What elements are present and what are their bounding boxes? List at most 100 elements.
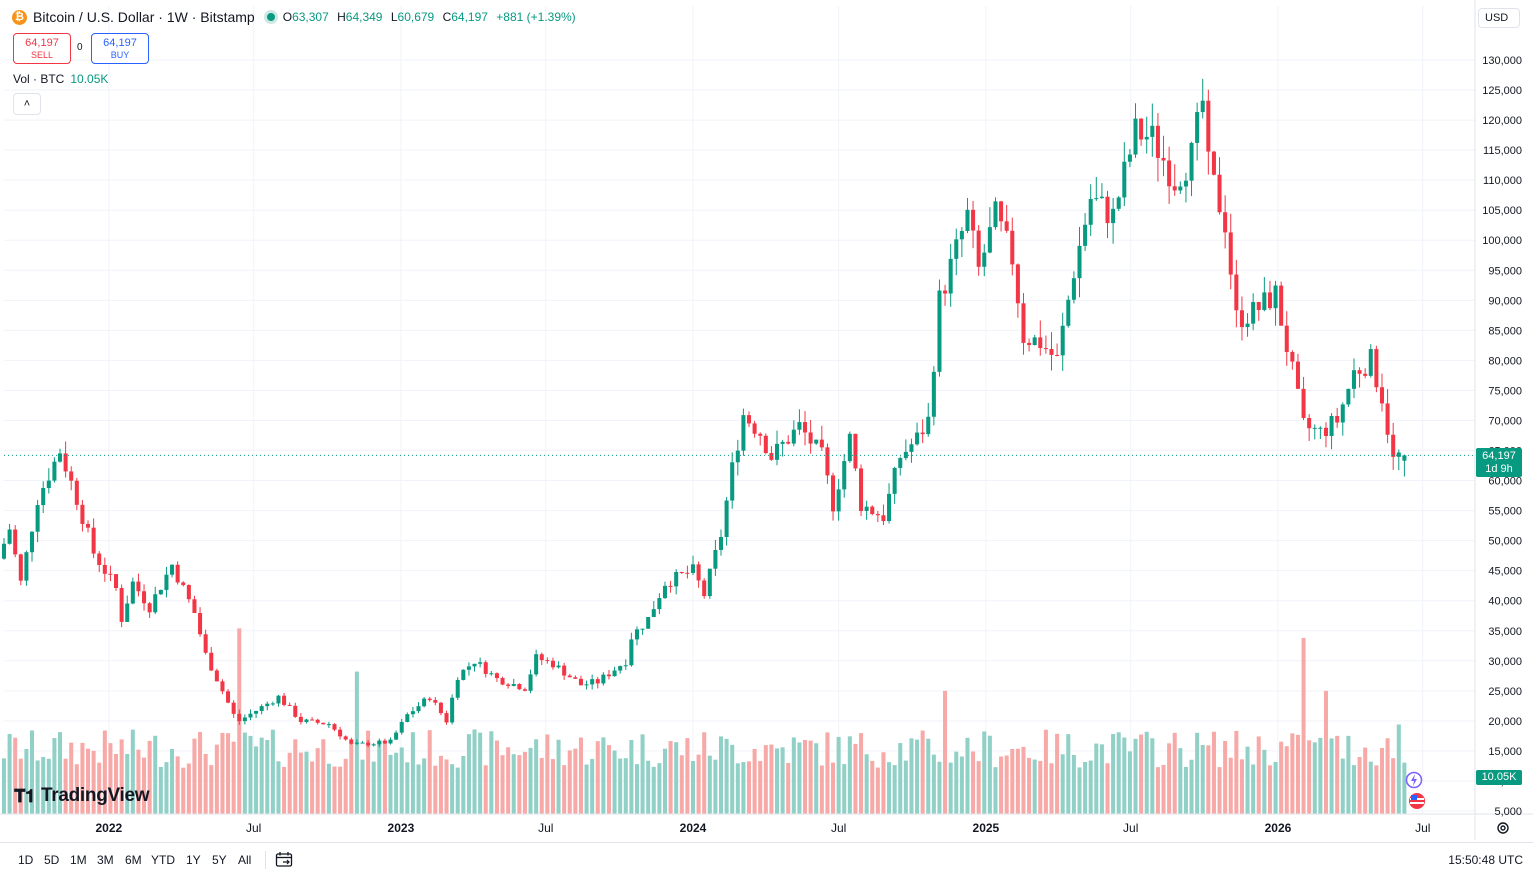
bolt-badge-icon[interactable]	[1405, 771, 1423, 789]
flag-badge-icon[interactable]	[1405, 792, 1429, 810]
candle-body	[74, 480, 79, 505]
candle	[1374, 345, 1379, 393]
candle	[1301, 376, 1306, 421]
ohlc-values: O63,307 H64,349 L60,679 C64,197 +881 (+1…	[283, 10, 581, 24]
volume-bar	[803, 740, 808, 814]
candle-body	[57, 453, 63, 462]
candle-body	[349, 739, 354, 744]
range-ytd[interactable]: YTD	[151, 853, 175, 867]
tradingview-logo[interactable]: 𝐓𝟏 TradingView	[14, 785, 150, 807]
symbol-title[interactable]: Bitcoin / U.S. Dollar · 1W · Bitstamp	[33, 9, 255, 25]
candle	[746, 411, 752, 427]
range-6m[interactable]: 6M	[125, 853, 142, 867]
candle-body	[741, 415, 746, 451]
collapse-legend-button[interactable]: ˄	[13, 93, 41, 115]
volume-bar	[304, 751, 309, 814]
volume-bar	[1267, 765, 1272, 814]
candle-body	[573, 677, 578, 679]
candle	[718, 529, 724, 556]
range-5d[interactable]: 5D	[44, 853, 60, 867]
candle	[646, 616, 651, 629]
candle	[1245, 313, 1250, 337]
volume-bar	[69, 742, 74, 814]
currency-selector[interactable]: USD	[1478, 8, 1520, 28]
candle-body	[1189, 142, 1194, 181]
gear-icon[interactable]	[1496, 821, 1510, 835]
volume-bar	[326, 763, 331, 814]
volume-bar	[987, 735, 992, 814]
candle-body	[1402, 455, 1407, 461]
candle-body	[1368, 349, 1373, 376]
candle	[1295, 353, 1300, 390]
candle	[494, 672, 499, 682]
volume-bar	[153, 735, 158, 814]
candle-body	[999, 201, 1004, 222]
candle	[1335, 407, 1340, 428]
range-1m[interactable]: 1M	[70, 853, 87, 867]
candle	[1228, 213, 1233, 290]
volume-bar	[175, 756, 180, 814]
range-3m[interactable]: 3M	[97, 853, 114, 867]
candle	[343, 735, 348, 741]
candle	[808, 419, 813, 454]
candle	[1318, 426, 1323, 440]
candle	[102, 557, 107, 582]
volume-bar	[550, 759, 555, 814]
candle-body	[982, 252, 987, 267]
candle-body	[774, 443, 780, 460]
candle-body	[1077, 245, 1082, 279]
candle	[831, 472, 836, 521]
candle	[29, 531, 35, 562]
candle	[1391, 422, 1396, 470]
range-5y[interactable]: 5Y	[212, 853, 227, 867]
candle-body	[1228, 232, 1233, 275]
sell-button[interactable]: 64,197 SELL	[13, 33, 71, 64]
buy-price: 64,197	[103, 36, 137, 49]
candle	[304, 718, 309, 724]
range-1d[interactable]: 1D	[18, 853, 34, 867]
buy-button[interactable]: 64,197 BUY	[91, 33, 149, 64]
volume-bar	[903, 760, 908, 814]
range-1y[interactable]: 1Y	[186, 853, 201, 867]
candle-body	[1262, 292, 1267, 311]
candle	[226, 689, 231, 704]
volume-bar	[971, 751, 976, 814]
candle	[730, 452, 735, 509]
candle-body	[920, 432, 925, 435]
candle-body	[522, 689, 527, 691]
candle-body	[1329, 415, 1334, 436]
candle-body	[220, 681, 225, 692]
candle-body	[836, 489, 841, 512]
volume-bar	[831, 762, 836, 814]
candle-body	[1133, 118, 1138, 155]
candle-body	[354, 742, 359, 744]
candle-body	[758, 433, 763, 436]
symbol-header[interactable]: ₿ Bitcoin / U.S. Dollar · 1W · Bitstamp …	[12, 6, 581, 28]
candle	[18, 553, 23, 586]
candle-body	[506, 684, 511, 686]
candle	[214, 668, 219, 682]
candle-body	[248, 713, 253, 718]
candle-body	[954, 239, 959, 259]
candle-body	[438, 702, 443, 714]
range-all[interactable]: All	[238, 853, 252, 867]
candle-body	[203, 634, 208, 653]
candle	[859, 464, 864, 516]
open-value: 63,307	[292, 10, 329, 24]
calendar-icon[interactable]	[275, 851, 293, 867]
volume-bar	[1402, 762, 1407, 814]
candle-body	[315, 719, 320, 723]
volume-bar	[142, 757, 147, 814]
volume-bar	[1183, 766, 1188, 814]
candle	[971, 200, 976, 249]
volume-legend[interactable]: Vol · BTC 10.05K	[13, 72, 108, 86]
candle-body	[259, 706, 264, 711]
candle	[433, 697, 438, 706]
volume-bar	[999, 756, 1004, 814]
candle-body	[640, 628, 645, 630]
candle-body	[842, 461, 847, 490]
candle	[427, 696, 432, 702]
volume-bar	[758, 760, 763, 814]
candle	[870, 505, 875, 516]
